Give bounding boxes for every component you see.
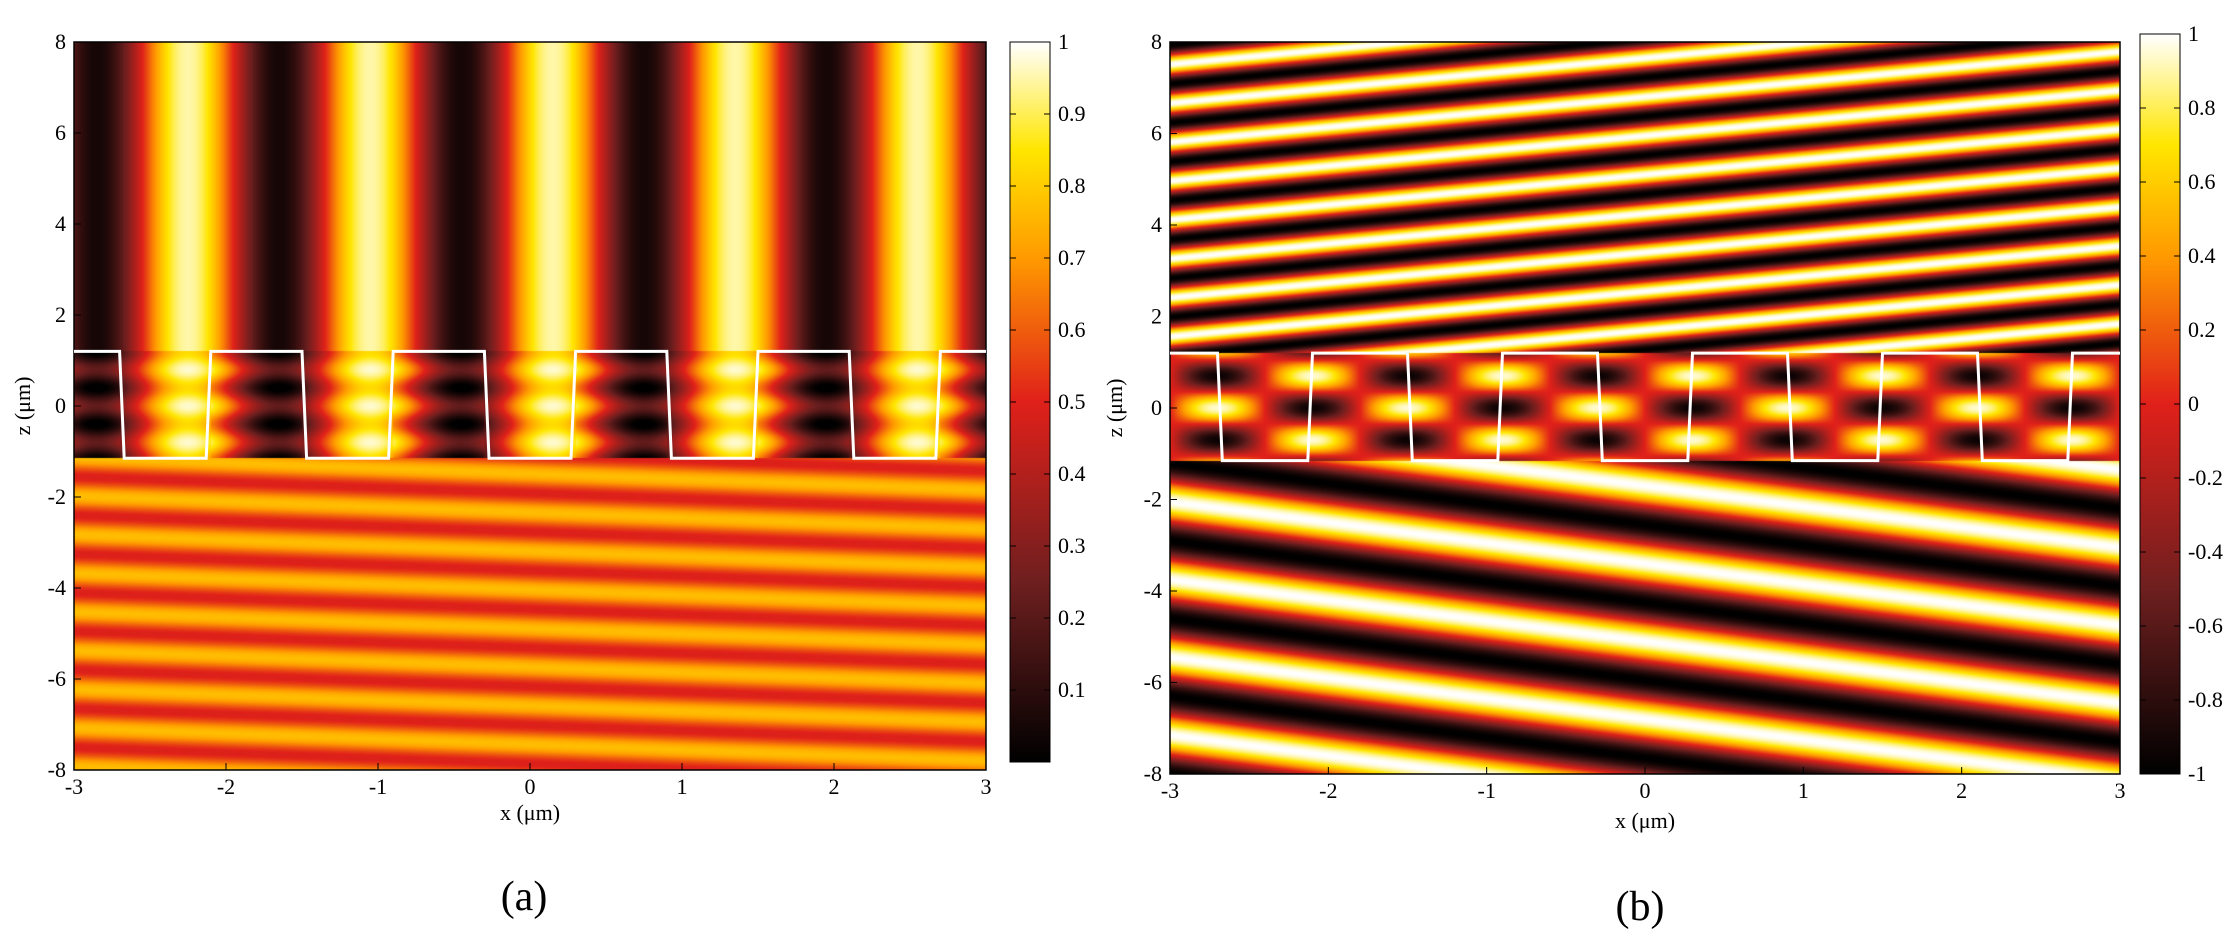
colorbar-tick-label: -1 <box>2188 761 2206 786</box>
colorbar-tick-label: 0.8 <box>2188 95 2216 120</box>
y-tick-label: -4 <box>1144 578 1162 603</box>
colorbar-tick-label: 0.4 <box>1058 461 1086 486</box>
colorbar-tick-label: 0.2 <box>2188 317 2216 342</box>
x-tick-label: -3 <box>65 774 83 799</box>
colorbar-tick-label: -0.2 <box>2188 465 2223 490</box>
x-ticks-b: -3 -2 -1 0 1 2 3 <box>1161 767 2126 803</box>
y-tick-label: -2 <box>1144 487 1162 512</box>
y-tick-label: 6 <box>1151 121 1162 146</box>
y-tick-label: 0 <box>1151 395 1162 420</box>
colorbar-tick-label: -0.8 <box>2188 687 2223 712</box>
grating-profile-a <box>74 349 986 460</box>
colorbar-tick-label: 1 <box>1058 29 1069 54</box>
y-tick-label: 8 <box>55 29 66 54</box>
x-tick-label: -2 <box>217 774 235 799</box>
y-tick-label: -8 <box>1144 761 1162 786</box>
x-tick-label: 0 <box>1640 778 1651 803</box>
x-tick-label: 0 <box>525 774 536 799</box>
colorbar-tick-label: 0.6 <box>1058 317 1086 342</box>
colorbar-tick-label: 0.9 <box>1058 101 1086 126</box>
colorbar-ticks-b: 1 0.8 0.6 0.4 0.2 0 -0.2 -0.4 -0.6 -0.8 -1 <box>2140 21 2223 786</box>
y-axis-label-a: z (μm) <box>10 377 35 436</box>
x-tick-label: 1 <box>677 774 688 799</box>
colorbar-tick-label: 0.2 <box>1058 605 1086 630</box>
x-ticks-a: -3 -2 -1 0 1 2 3 <box>65 763 992 799</box>
y-tick-label: 8 <box>1151 29 1162 54</box>
y-axis-label-b: z (μm) <box>1102 379 1127 438</box>
panel-a: -3 -2 -1 0 1 2 3 8 6 4 2 0 -2 -4 -6 -8 x (μm) z (μm) 1… <box>10 29 1086 920</box>
colorbar-tick-label: 0 <box>2188 391 2199 416</box>
x-axis-label-b: x (μm) <box>1615 808 1675 833</box>
panel-label-b: (b) <box>1616 884 1665 930</box>
x-tick-label: 2 <box>829 774 840 799</box>
y-tick-label: 4 <box>1151 212 1162 237</box>
colorbar-tick-label: 0.3 <box>1058 533 1086 558</box>
colorbar-tick-label: 0.4 <box>2188 243 2216 268</box>
x-tick-label: -2 <box>1319 778 1337 803</box>
x-tick-label: -1 <box>1478 778 1496 803</box>
y-tick-label: -6 <box>1144 670 1162 695</box>
x-tick-label: 3 <box>981 774 992 799</box>
heatmap-a-holder <box>74 42 986 770</box>
heatmap-b <box>1170 42 2120 774</box>
grating-profile-b <box>1170 351 2120 463</box>
y-tick-label: 6 <box>55 120 66 145</box>
y-tick-label: 2 <box>1151 304 1162 329</box>
x-tick-label: 3 <box>2115 778 2126 803</box>
y-tick-label: 2 <box>55 302 66 327</box>
y-tick-label: -2 <box>48 484 66 509</box>
y-ticks-b: 8 6 4 2 0 -2 -4 -6 -8 <box>1144 29 1177 786</box>
y-tick-label: 0 <box>55 393 66 418</box>
colorbar-tick-label: 0.1 <box>1058 677 1086 702</box>
y-tick-label: -4 <box>48 575 66 600</box>
colorbar-tick-label: 0.6 <box>2188 169 2216 194</box>
colorbar-tick-label: 0.7 <box>1058 245 1086 270</box>
x-tick-label: 1 <box>1798 778 1809 803</box>
heatmap-a <box>74 42 986 770</box>
colorbar-tick-label: -0.4 <box>2188 539 2223 564</box>
colorbar-tick-label: 0.5 <box>1058 389 1086 414</box>
x-tick-label: 2 <box>1956 778 1967 803</box>
heatmap-b-holder <box>1170 42 2120 774</box>
x-axis-label-a: x (μm) <box>500 800 560 825</box>
panel-b: -3 -2 -1 0 1 2 3 8 6 4 2 0 -2 -4 -6 -8 x (μm) z (μm) 1… <box>1102 21 2223 930</box>
y-tick-label: -8 <box>48 757 66 782</box>
y-tick-label: 4 <box>55 211 66 236</box>
colorbar-tick-label: 1 <box>2188 21 2199 46</box>
x-tick-label: -1 <box>369 774 387 799</box>
panel-label-a: (a) <box>501 874 548 920</box>
x-tick-label: -3 <box>1161 778 1179 803</box>
colorbar-ticks-a: 1 0.9 0.8 0.7 0.6 0.5 0.4 0.3 0.2 0.1 <box>1010 29 1086 702</box>
colorbar-tick-label: 0.8 <box>1058 173 1086 198</box>
y-ticks-a: 8 6 4 2 0 -2 -4 -6 -8 <box>48 29 81 782</box>
colorbar-b <box>2139 33 2181 775</box>
y-tick-label: -6 <box>48 666 66 691</box>
colorbar-tick-label: -0.6 <box>2188 613 2223 638</box>
